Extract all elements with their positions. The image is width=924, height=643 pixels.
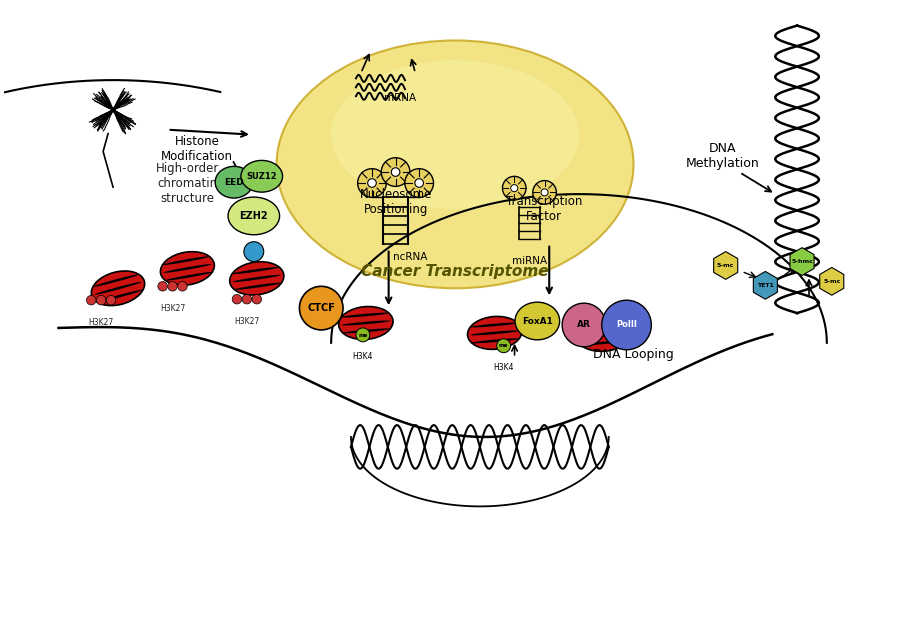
Circle shape (177, 282, 188, 291)
Circle shape (541, 189, 548, 196)
Text: H3K27: H3K27 (160, 304, 185, 313)
Polygon shape (713, 251, 737, 279)
Ellipse shape (341, 320, 390, 325)
Circle shape (368, 179, 376, 187)
Text: Transcription
Factor: Transcription Factor (506, 195, 582, 223)
Ellipse shape (342, 329, 391, 333)
Circle shape (111, 107, 116, 113)
Circle shape (356, 328, 370, 342)
Circle shape (232, 294, 242, 304)
Ellipse shape (230, 262, 284, 295)
Ellipse shape (338, 307, 393, 340)
Circle shape (415, 179, 423, 187)
Text: High-order
chromatin
structure: High-order chromatin structure (156, 163, 219, 205)
Text: Histone
Modification: Histone Modification (162, 136, 233, 163)
Text: H3K4: H3K4 (493, 363, 514, 372)
Ellipse shape (577, 318, 631, 351)
Ellipse shape (471, 338, 520, 343)
Ellipse shape (94, 282, 141, 294)
Ellipse shape (469, 323, 518, 327)
Circle shape (497, 339, 511, 353)
Circle shape (405, 168, 433, 197)
Text: AR: AR (577, 320, 590, 329)
Ellipse shape (515, 302, 560, 340)
Circle shape (299, 286, 343, 330)
Text: SUZ12: SUZ12 (247, 172, 277, 181)
Ellipse shape (228, 197, 280, 235)
Polygon shape (753, 271, 777, 299)
Text: FoxA1: FoxA1 (522, 316, 553, 325)
Ellipse shape (470, 331, 519, 336)
Circle shape (533, 181, 556, 204)
Circle shape (106, 295, 116, 305)
Circle shape (168, 282, 177, 291)
Text: DNA Looping: DNA Looping (593, 349, 674, 361)
Text: PolII: PolII (616, 320, 637, 329)
Text: EZH2: EZH2 (239, 211, 268, 221)
Text: Cancer Transcriptome: Cancer Transcriptome (361, 264, 549, 279)
Text: me: me (499, 343, 508, 349)
Circle shape (242, 294, 251, 304)
Polygon shape (790, 248, 814, 275)
Ellipse shape (580, 340, 629, 345)
Text: 5-hmc: 5-hmc (791, 259, 813, 264)
Ellipse shape (161, 251, 214, 285)
Circle shape (602, 300, 651, 350)
Text: EED: EED (225, 177, 244, 186)
Circle shape (252, 294, 261, 304)
Text: H3K27: H3K27 (235, 317, 260, 326)
Ellipse shape (164, 272, 213, 281)
Text: 5-mc: 5-mc (823, 279, 841, 284)
Text: TET1: TET1 (757, 283, 773, 288)
Ellipse shape (215, 167, 253, 198)
Circle shape (87, 295, 96, 305)
Ellipse shape (578, 325, 627, 329)
Ellipse shape (96, 289, 144, 302)
Ellipse shape (276, 41, 634, 288)
Ellipse shape (234, 283, 282, 290)
Text: CTCF: CTCF (308, 303, 335, 313)
Circle shape (562, 303, 606, 347)
Text: mRNA: mRNA (384, 93, 417, 103)
Ellipse shape (468, 316, 522, 349)
Ellipse shape (341, 312, 390, 318)
Ellipse shape (92, 274, 140, 287)
Ellipse shape (162, 256, 210, 265)
Ellipse shape (579, 332, 628, 338)
Text: miRNA: miRNA (512, 255, 547, 266)
Ellipse shape (231, 267, 280, 274)
Circle shape (244, 242, 263, 262)
Ellipse shape (91, 271, 145, 305)
Text: DNA
Methylation: DNA Methylation (686, 143, 760, 170)
Text: H3K27: H3K27 (89, 318, 114, 327)
Text: me: me (359, 333, 368, 338)
Polygon shape (820, 267, 844, 295)
Text: ncRNA: ncRNA (394, 251, 428, 262)
Circle shape (511, 185, 517, 192)
Text: Nucleosome
Positioning: Nucleosome Positioning (359, 188, 432, 216)
Ellipse shape (233, 275, 281, 282)
Circle shape (358, 168, 386, 197)
Circle shape (382, 158, 410, 186)
Circle shape (391, 168, 400, 176)
Ellipse shape (241, 160, 283, 192)
Circle shape (503, 176, 526, 200)
Ellipse shape (331, 60, 579, 209)
Ellipse shape (164, 264, 212, 273)
Circle shape (158, 282, 167, 291)
Text: 5-mc: 5-mc (717, 263, 735, 268)
Circle shape (96, 295, 106, 305)
Text: H3K4: H3K4 (353, 352, 373, 361)
